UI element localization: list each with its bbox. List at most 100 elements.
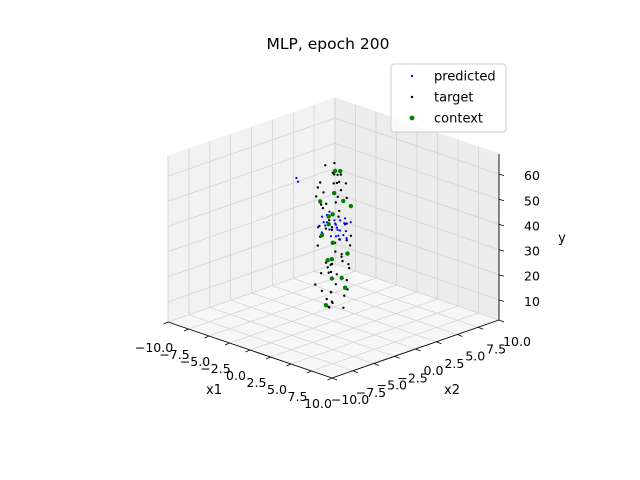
- data-point-predicted: [335, 226, 338, 229]
- grid-z-left: [167, 218, 336, 278]
- grid-x2-floor: [209, 307, 374, 364]
- legend-label-context: context: [434, 112, 483, 127]
- data-point-target: [332, 182, 335, 185]
- data-point-target: [348, 266, 351, 270]
- data-point-target: [349, 234, 353, 237]
- grid-z-right: [334, 193, 500, 250]
- tick-x1: [183, 328, 189, 332]
- tick-label-x2: −2.5: [397, 370, 427, 385]
- legend-frame: [390, 63, 507, 133]
- data-point-context: [338, 168, 343, 174]
- tick-x2: [436, 341, 442, 345]
- data-point-target: [324, 164, 327, 167]
- data-point-predicted: [328, 210, 331, 213]
- data-point-predicted: [321, 215, 324, 218]
- grid-z-left: [167, 243, 336, 303]
- data-point-target: [325, 202, 328, 205]
- data-point-predicted: [334, 223, 337, 226]
- data-point-target: [334, 201, 337, 204]
- tick-label-x2: −10.0: [331, 392, 369, 407]
- tick-label-x2: −7.5: [356, 385, 386, 400]
- tick-x2: [352, 370, 359, 374]
- grid-z-right: [334, 117, 500, 175]
- tick-z: [498, 173, 505, 176]
- data-point-predicted: [322, 221, 325, 224]
- data-point-target: [345, 196, 348, 200]
- tick-z: [498, 198, 505, 202]
- grid-x2-floor: [293, 278, 458, 335]
- data-point-context: [318, 199, 323, 204]
- data-point-target: [345, 239, 348, 242]
- data-point-target: [333, 173, 336, 176]
- data-point-target: [339, 173, 343, 176]
- grid-z-right: [334, 218, 500, 276]
- grid-x2-floor: [188, 314, 354, 372]
- data-point-predicted: [344, 230, 347, 233]
- tick-label-x2: 7.5: [486, 341, 506, 356]
- data-point-predicted: [328, 228, 331, 231]
- data-point-predicted: [344, 217, 347, 220]
- tick-z: [498, 249, 505, 252]
- data-point-target: [340, 253, 343, 256]
- tick-label-x2: 5.0: [465, 349, 485, 364]
- grid-x2-floor: [313, 270, 479, 328]
- grid-z-left: [167, 142, 336, 202]
- tick-label-x1: 10.0: [304, 396, 332, 411]
- tick-label-x1: 0.0: [226, 368, 246, 383]
- data-point-target: [342, 306, 345, 309]
- data-point-target: [336, 173, 339, 176]
- tick-x2: [373, 363, 379, 366]
- data-point-predicted: [339, 219, 342, 222]
- tick-label-x1: −5.0: [180, 354, 210, 369]
- tick-x1: [245, 349, 251, 353]
- data-point-target: [330, 300, 334, 303]
- data-point-target: [330, 226, 334, 229]
- tick-x2: [394, 355, 400, 359]
- tick-label-x1: 5.0: [267, 382, 287, 397]
- data-point-target: [325, 297, 328, 301]
- tick-x1: [224, 342, 230, 346]
- data-point-target: [324, 227, 328, 230]
- legend-label-target: target: [434, 91, 474, 106]
- data-point-target: [327, 271, 330, 274]
- data-point-target: [327, 305, 330, 309]
- data-point-predicted: [345, 237, 348, 240]
- data-point-target: [345, 278, 348, 282]
- data-point-target: [316, 244, 319, 247]
- tick-x2: [477, 326, 484, 330]
- tick-marks-and-labels: −10.0−7.5−5.0−2.50.0 2.5 5.0 7.510.0−10.0−7…: [135, 168, 540, 411]
- data-point-context: [323, 303, 329, 308]
- tick-x2: [331, 377, 338, 381]
- axes-panes: [166, 97, 501, 379]
- tick-label-z: 40: [524, 218, 540, 233]
- data-point-context: [341, 198, 346, 204]
- data-point-predicted: [339, 238, 342, 241]
- tick-x2: [415, 348, 421, 352]
- data-point-predicted: [338, 229, 342, 232]
- tick-label-z: 10: [524, 294, 540, 309]
- data-point-context: [325, 258, 330, 263]
- data-point-target: [329, 270, 333, 274]
- data-point-target: [339, 188, 343, 192]
- tick-z: [498, 299, 505, 302]
- data-point-target: [344, 182, 348, 185]
- data-point-target: [315, 195, 318, 198]
- legend-marker-predicted: [410, 74, 414, 78]
- z-axis-label: y: [558, 231, 566, 246]
- data-point-predicted: [295, 176, 298, 180]
- grid-z-right: [334, 168, 500, 225]
- data-point-target: [321, 206, 325, 210]
- tick-x1: [286, 363, 292, 367]
- data-point-target: [336, 195, 339, 198]
- tick-label-x1: −7.5: [159, 347, 189, 362]
- data-point-context: [326, 222, 331, 227]
- data-point-context: [329, 257, 335, 262]
- tick-z: [498, 274, 505, 277]
- data-point-target: [322, 191, 325, 194]
- data-point-target: [334, 250, 337, 253]
- data-point-context: [330, 240, 335, 245]
- data-point-target: [330, 228, 334, 232]
- legend-marker-target: [410, 95, 414, 99]
- tick-x1: [327, 377, 333, 381]
